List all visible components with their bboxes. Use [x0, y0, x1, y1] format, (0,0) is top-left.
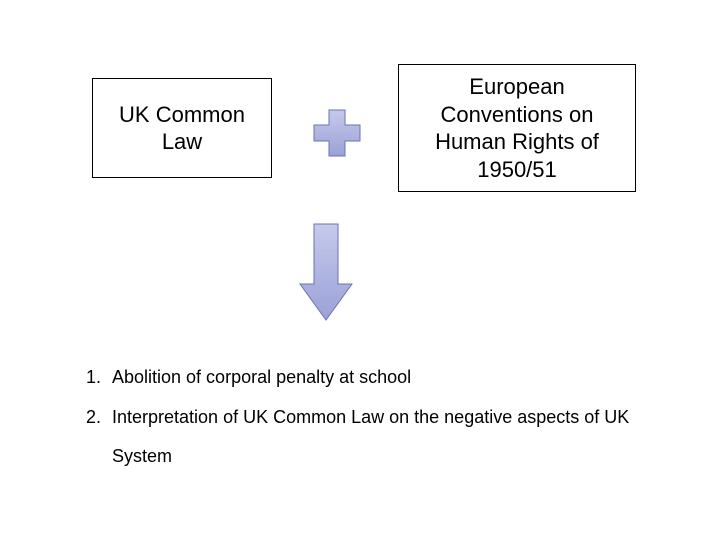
outcome-list-item: Interpretation of UK Common Law on the n… [106, 398, 680, 477]
outcome-list-item: Abolition of corporal penalty at school [106, 358, 680, 398]
box-right-text: European Conventions on Human Rights of … [407, 73, 627, 183]
plus-icon [312, 108, 362, 158]
box-uk-common-law: UK Common Law [92, 78, 272, 178]
outcome-list: Abolition of corporal penalty at schoolI… [78, 358, 680, 477]
box-european-conventions: European Conventions on Human Rights of … [398, 64, 636, 192]
box-left-text: UK Common Law [101, 101, 263, 156]
down-arrow-icon [298, 222, 354, 322]
